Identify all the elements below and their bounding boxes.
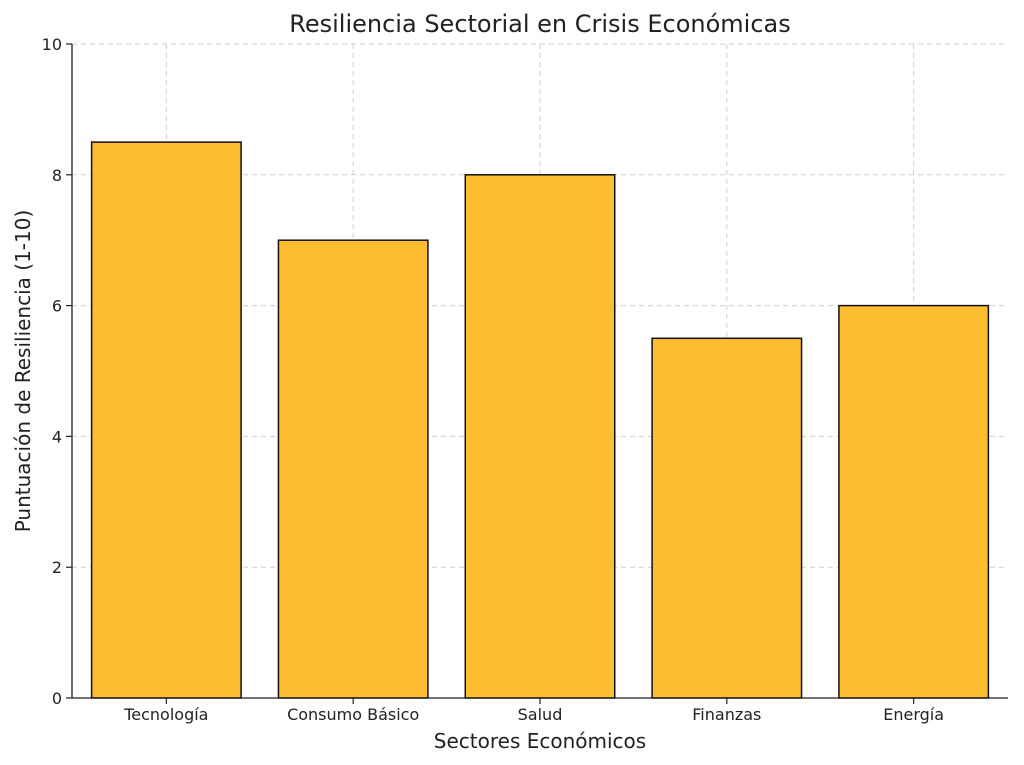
bar-1 [277,239,429,699]
bar-4 [838,304,990,699]
y-tick-label: 2 [52,558,62,577]
bars [90,141,990,699]
bar-0 [90,141,242,699]
x-axis-label: Sectores Económicos [434,729,646,753]
x-tick-label: Consumo Básico [287,705,419,724]
y-tick-label: 8 [52,166,62,185]
y-axis-label: Puntuación de Resiliencia (1-10) [11,210,35,533]
y-axis-ticks: 0 2 4 6 8 10 [42,35,72,708]
bar-2 [464,174,616,699]
x-axis-ticks: Tecnología Consumo Básico Salud Finanzas Ene… [123,698,944,724]
y-tick-label: 6 [52,297,62,316]
y-tick-label: 10 [42,35,62,54]
y-tick-label: 0 [52,689,62,708]
y-tick-label: 4 [52,427,62,446]
x-tick-label: Finanzas [692,705,761,724]
bar-3 [651,337,803,699]
x-tick-label: Energía [883,705,944,724]
x-tick-label: Salud [518,705,563,724]
chart-title: Resiliencia Sectorial en Crisis Económic… [289,10,790,38]
x-tick-label: Tecnología [123,705,208,724]
